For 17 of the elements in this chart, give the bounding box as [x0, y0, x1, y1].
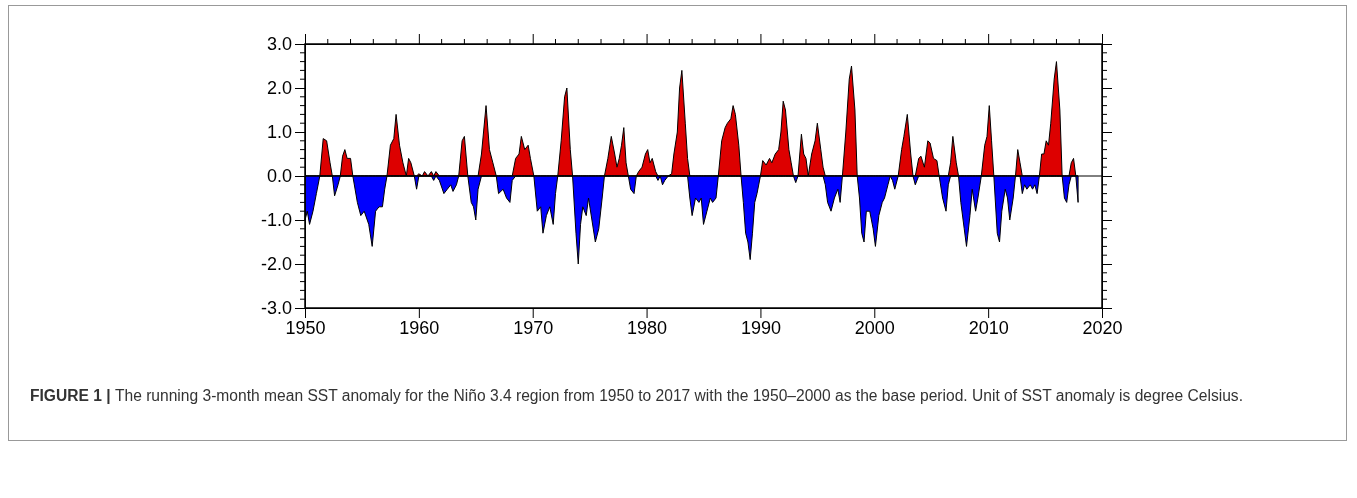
x-tick-label: 2020	[1082, 317, 1123, 338]
y-tick-label: -3.0	[260, 298, 292, 319]
y-tick-label: -1.0	[260, 210, 292, 231]
x-tick-label: 1980	[627, 317, 668, 338]
x-tick-label: 1970	[513, 317, 554, 338]
caption: FIGURE 1 |	[30, 387, 112, 404]
y-tick-label: 2.0	[266, 78, 292, 99]
x-tick-label: 2010	[968, 317, 1009, 338]
x-tick-label: 2000	[854, 317, 895, 338]
y-tick-label: -2.0	[260, 254, 292, 275]
x-tick-label: 1950	[285, 317, 326, 338]
x-tick-label: 1990	[740, 317, 781, 338]
text: The running 3-month mean SST anomaly for the Niño 3.4 region from 1950 to 2017 with the 1950–2000 as the base period. Unit of SST anomaly is degree Celsius.	[114, 387, 1243, 404]
y-tick-label: 1.0	[266, 122, 292, 143]
y-tick-label: 0.0	[266, 166, 292, 187]
y-tick-label: 3.0	[266, 34, 292, 55]
x-tick-label: 1960	[399, 317, 440, 338]
